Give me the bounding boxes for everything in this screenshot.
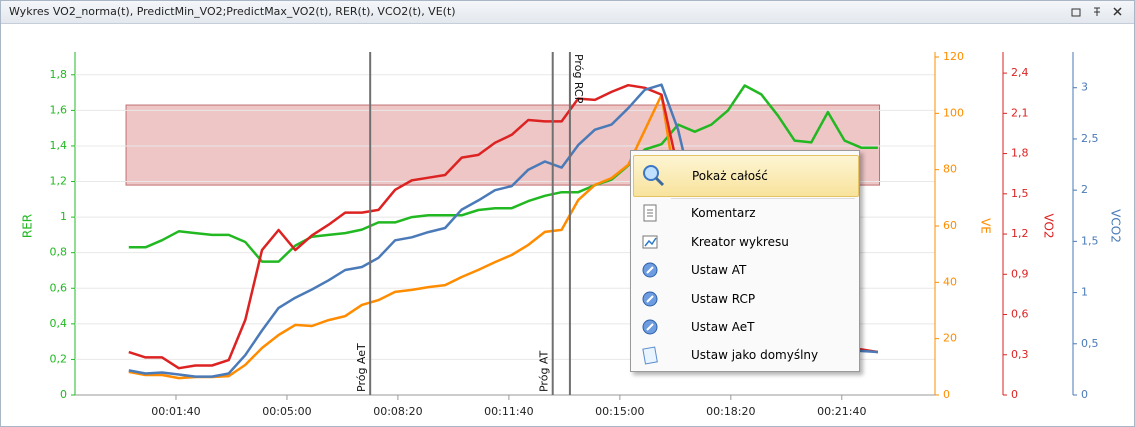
y-tick-label: 80 xyxy=(943,163,957,176)
y-tick-label: 1 xyxy=(60,210,67,223)
x-tick-label: 00:21:40 xyxy=(817,405,866,418)
menu-icon xyxy=(642,319,658,335)
y-tick-label: 0 xyxy=(60,388,67,401)
menu-icon xyxy=(643,204,657,222)
y-tick-label: 2,4 xyxy=(1011,66,1029,79)
axis-label: VCO2 xyxy=(1109,209,1123,243)
y-tick-label: 0 xyxy=(1081,388,1088,401)
window-title: Wykres VO2_norma(t), PredictMin_VO2;Pred… xyxy=(9,5,456,18)
menu-item-label: Pokaż całość xyxy=(692,169,768,183)
y-tick-label: 2,1 xyxy=(1011,106,1029,119)
menu-item[interactable]: Ustaw AT xyxy=(633,256,857,284)
menu-separator xyxy=(671,198,855,199)
threshold-label: Próg AeT xyxy=(355,343,368,392)
x-tick-label: 00:11:40 xyxy=(484,405,533,418)
menu-item[interactable]: Pokaż całość xyxy=(633,155,859,197)
menu-item[interactable]: Ustaw AeT xyxy=(633,313,857,341)
y-tick-label: 1,8 xyxy=(50,68,68,81)
y-tick-label: 1,4 xyxy=(50,139,68,152)
y-tick-label: 1 xyxy=(1081,286,1088,299)
menu-icon xyxy=(642,235,658,249)
y-tick-label: 100 xyxy=(943,106,964,119)
menu-icon xyxy=(642,346,658,365)
pin-button[interactable] xyxy=(1094,7,1100,16)
y-tick-label: 120 xyxy=(943,50,964,63)
menu-item-label: Ustaw jako domyślny xyxy=(691,348,819,362)
target-band xyxy=(125,104,881,186)
y-tick-label: 0 xyxy=(1011,388,1018,401)
y-tick-label: 0,6 xyxy=(1011,308,1029,321)
menu-icon xyxy=(642,262,658,278)
y-tick-label: 1,2 xyxy=(1011,227,1029,240)
y-tick-label: 0,8 xyxy=(50,246,68,259)
menu-icon xyxy=(643,165,665,187)
menu-item[interactable]: Ustaw jako domyślny xyxy=(633,341,857,369)
y-tick-label: 2 xyxy=(1081,183,1088,196)
data-line xyxy=(128,84,878,263)
context-menu: Pokaż całość Komentarz Kreator wykresu Usta… xyxy=(630,150,860,372)
window-buttons xyxy=(1071,7,1122,17)
menu-item-label: Ustaw AeT xyxy=(691,320,755,334)
menu-item-label: Komentarz xyxy=(691,206,756,220)
menu-item-label: Kreator wykresu xyxy=(691,235,789,249)
axis-label: VO2 xyxy=(1042,213,1056,238)
y-tick-label: 60 xyxy=(943,219,957,232)
x-tick-label: 00:18:20 xyxy=(706,405,755,418)
menu-item-label: Ustaw RCP xyxy=(691,292,756,306)
y-tick-label: 0,3 xyxy=(1011,348,1029,361)
y-tick-label: 40 xyxy=(943,275,957,288)
x-tick-label: 00:01:40 xyxy=(151,405,200,418)
menu-item[interactable]: Kreator wykresu xyxy=(633,228,857,256)
y-tick-label: 1,2 xyxy=(50,175,68,188)
threshold-label: Próg AT xyxy=(538,350,551,392)
menu-item-label: Ustaw AT xyxy=(691,263,747,277)
y-tick-label: 1,5 xyxy=(1081,234,1099,247)
y-tick-label: 0,6 xyxy=(50,281,68,294)
y-tick-label: 0 xyxy=(943,388,950,401)
y-tick-label: 1,8 xyxy=(1011,147,1029,160)
y-tick-label: 20 xyxy=(943,332,957,345)
threshold-label: Próg RCP xyxy=(572,54,585,104)
y-tick-label: 0,9 xyxy=(1011,267,1029,280)
menu-icon xyxy=(642,291,658,307)
y-tick-label: 1,5 xyxy=(1011,187,1029,200)
title-bar: Wykres VO2_norma(t), PredictMin_VO2;Pred… xyxy=(1,1,1134,24)
y-tick-label: 0,2 xyxy=(50,352,68,365)
menu-item[interactable]: Ustaw RCP xyxy=(633,285,857,313)
restore-button[interactable] xyxy=(1071,8,1081,17)
axis-label: VE xyxy=(979,218,993,234)
close-button[interactable] xyxy=(1113,7,1122,16)
y-tick-label: 1,6 xyxy=(50,103,68,116)
axis-label: RER xyxy=(21,214,35,238)
x-tick-label: 00:08:20 xyxy=(373,405,422,418)
y-tick-label: 3 xyxy=(1081,81,1088,94)
x-tick-label: 00:05:00 xyxy=(262,405,311,418)
menu-item[interactable]: Komentarz xyxy=(633,199,857,227)
y-tick-label: 0,5 xyxy=(1081,337,1099,350)
y-tick-label: 2,5 xyxy=(1081,132,1099,145)
y-tick-label: 0,4 xyxy=(50,317,68,330)
x-tick-label: 00:15:00 xyxy=(595,405,644,418)
